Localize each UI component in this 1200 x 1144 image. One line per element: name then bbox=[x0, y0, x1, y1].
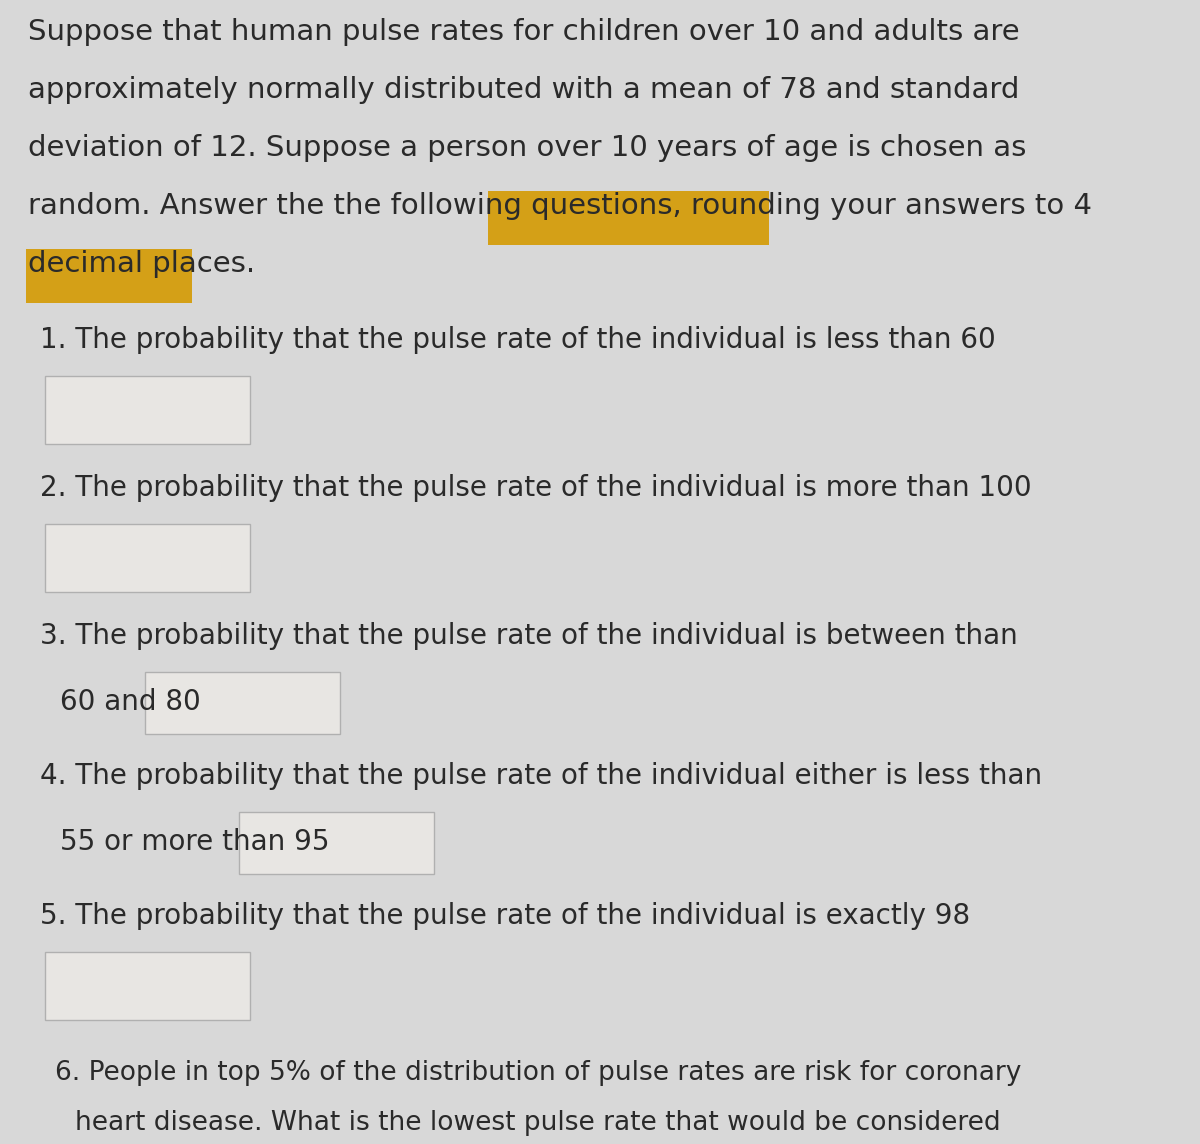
Bar bbox=[46, 376, 250, 444]
Text: 6. People in top 5% of the distribution of pulse rates are risk for coronary: 6. People in top 5% of the distribution … bbox=[55, 1060, 1021, 1086]
Text: 4. The probability that the pulse rate of the individual either is less than: 4. The probability that the pulse rate o… bbox=[40, 762, 1042, 791]
Text: 55 or more than 95: 55 or more than 95 bbox=[60, 828, 330, 856]
Text: deviation of 12. Suppose a person over 10 years of age is chosen as: deviation of 12. Suppose a person over 1… bbox=[28, 134, 1026, 162]
Text: heart disease. What is the lowest pulse rate that would be considered: heart disease. What is the lowest pulse … bbox=[74, 1110, 1001, 1136]
Text: 2. The probability that the pulse rate of the individual is more than 100: 2. The probability that the pulse rate o… bbox=[40, 474, 1032, 502]
Text: 3. The probability that the pulse rate of the individual is between than: 3. The probability that the pulse rate o… bbox=[40, 622, 1018, 650]
Bar bbox=[144, 672, 340, 734]
Text: approximately normally distributed with a mean of 78 and standard: approximately normally distributed with … bbox=[28, 76, 1019, 104]
Bar bbox=[26, 249, 192, 303]
Bar bbox=[488, 191, 769, 245]
Bar bbox=[46, 524, 250, 591]
Text: Suppose that human pulse rates for children over 10 and adults are: Suppose that human pulse rates for child… bbox=[28, 18, 1020, 46]
Text: random. Answer the the following questions, rounding your answers to 4: random. Answer the the following questio… bbox=[28, 192, 1092, 220]
Bar bbox=[46, 952, 250, 1020]
Bar bbox=[239, 812, 434, 874]
Text: 1. The probability that the pulse rate of the individual is less than 60: 1. The probability that the pulse rate o… bbox=[40, 326, 996, 353]
Text: 60 and 80: 60 and 80 bbox=[60, 688, 200, 716]
Text: decimal places.: decimal places. bbox=[28, 251, 256, 278]
Text: 5. The probability that the pulse rate of the individual is exactly 98: 5. The probability that the pulse rate o… bbox=[40, 901, 970, 930]
